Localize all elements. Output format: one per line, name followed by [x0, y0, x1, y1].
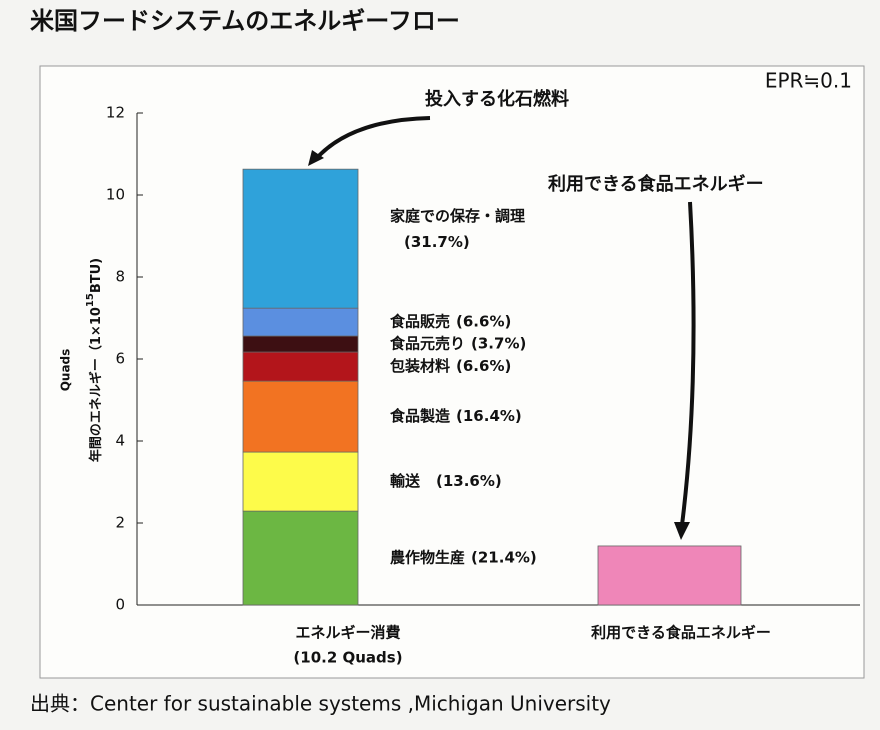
y-axis-label-sup: 15	[85, 293, 96, 307]
segment-share: (21.4%)	[471, 549, 537, 567]
bar-segment	[242, 351, 359, 382]
y-tick-label: 6	[115, 350, 125, 368]
x-tick-label: エネルギー消費	[295, 624, 400, 642]
y-axis-label: 年間のエネルギー（1×1015BTU)	[85, 258, 104, 462]
y-tick-label: 2	[115, 514, 125, 532]
segment-label: 食品製造	[390, 407, 450, 425]
bar-segment	[242, 510, 359, 606]
segment-label: 家庭での保存・調理	[390, 207, 525, 225]
y-axis-label-tail: BTU)	[89, 258, 104, 293]
y-tick-label: 12	[106, 104, 125, 122]
x-tick-label: 利用できる食品エネルギー	[591, 624, 771, 642]
arrow-head	[674, 522, 690, 540]
segment-share: (13.6%)	[436, 472, 502, 490]
segment-label: 食品販売	[390, 313, 450, 331]
segment-share: (6.6%)	[456, 313, 511, 331]
segment-share: (31.7%)	[404, 233, 470, 251]
bar-segment	[242, 451, 359, 512]
y-tick-label: 10	[106, 186, 125, 204]
y-tick-label: 8	[115, 268, 125, 286]
segment-label: 包装材料	[390, 357, 450, 375]
bar-segment	[242, 307, 359, 337]
arrow	[680, 201, 696, 526]
annotation: 利用できる食品エネルギー	[548, 173, 764, 195]
segment-label: 農作物生産	[390, 549, 465, 567]
y-tick-label: 4	[115, 432, 125, 450]
segment-share: (6.6%)	[456, 357, 511, 375]
y-tick-label: 0	[115, 596, 125, 614]
bar-segment	[242, 335, 359, 353]
segment-label: 食品元売り	[390, 335, 465, 353]
y-axis-label-text: 年間のエネルギー（1×10	[88, 307, 104, 462]
source: 出典：Center for sustainable systems ,Michi…	[30, 692, 611, 716]
segment-share: (3.7%)	[471, 335, 526, 353]
bar-segment	[242, 168, 359, 309]
segment-share: (16.4%)	[456, 407, 522, 425]
epr: EPR≒0.1	[765, 69, 852, 93]
arrow-head	[308, 150, 324, 166]
category-note: (10.2 Quads)	[293, 649, 402, 667]
segment-label: 輸送	[390, 472, 421, 490]
chart-title: 米国フードシステムのエネルギーフロー	[30, 7, 460, 35]
y-axis-unit: Quads	[59, 349, 73, 392]
bar-segment	[242, 380, 359, 453]
annotation: 投入する化石燃料	[425, 88, 569, 110]
arrow	[313, 116, 431, 162]
bar-segment	[597, 545, 742, 606]
